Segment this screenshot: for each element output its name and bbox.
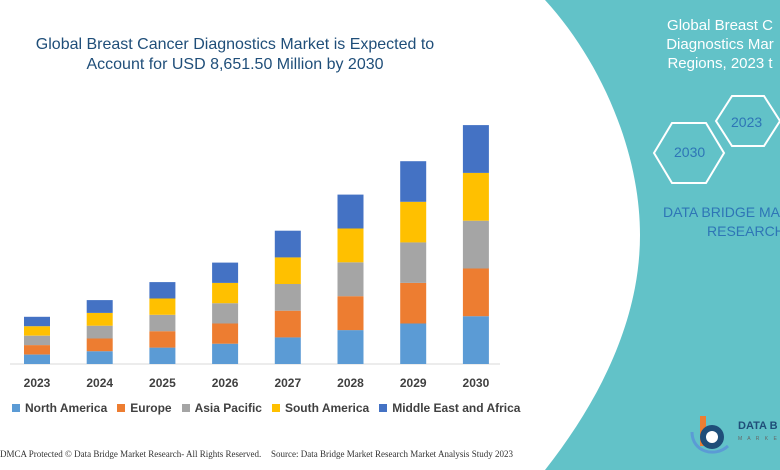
bar-segment-2027-middle-east-and-africa	[274, 230, 301, 258]
hexagon-label-2023: 2023	[731, 114, 763, 130]
bar-segment-2023-south-america	[24, 326, 50, 336]
chart-title-line-1: Global Breast Cancer Diagnostics Market …	[35, 36, 435, 53]
bar-segment-2029-south-america	[400, 201, 427, 243]
legend-item-middle-east-and-africa: Middle East and Africa	[379, 401, 520, 415]
hexagon-2030	[652, 122, 726, 184]
x-tick-label-2029: 2029	[400, 376, 427, 390]
bar-segment-2028-north-america	[337, 330, 364, 364]
bar-segment-2023-middle-east-and-africa	[24, 316, 50, 327]
bar-segment-2029-europe	[400, 282, 427, 324]
legend-item-north-america: North America	[12, 401, 107, 415]
bar-segment-2029-middle-east-and-africa	[400, 161, 427, 202]
legend-label: South America	[284, 401, 370, 415]
bar-segment-2024-north-america	[86, 351, 113, 364]
legend-swatch	[181, 404, 190, 412]
x-tick-label-2025: 2025	[149, 376, 176, 390]
side-title-line-3: Regions, 2023 t	[667, 55, 773, 72]
bar-segment-2026-middle-east-and-africa	[212, 262, 239, 283]
side-brand-line-2: RESEARCH	[707, 223, 780, 239]
footer-source: Source: Data Bridge Market Research Mark…	[271, 449, 513, 459]
logo-subtext: M A R K E	[738, 436, 779, 442]
bar-segment-2027-europe	[274, 310, 301, 338]
bar-segment-2025-europe	[149, 331, 176, 348]
bar-segment-2025-north-america	[149, 347, 176, 364]
bar-segment-2026-north-america	[212, 343, 239, 364]
bar-segment-2026-south-america	[212, 282, 239, 304]
bar-segment-2023-north-america	[24, 354, 50, 364]
legend-swatch	[12, 404, 20, 412]
bar-segment-2030-europe	[462, 268, 489, 317]
legend-label: North America	[25, 401, 108, 415]
bar-segment-2024-middle-east-and-africa	[86, 300, 113, 313]
footer-copyright: DMCA Protected © Data Bridge Market Rese…	[0, 449, 262, 459]
x-tick-label-2023: 2023	[24, 376, 51, 390]
x-tick-label-2030: 2030	[463, 376, 490, 390]
bar-segment-2028-middle-east-and-africa	[337, 194, 364, 229]
side-title-line-2: Diagnostics Mar	[666, 36, 774, 53]
legend-swatch	[379, 404, 388, 412]
bar-segment-2028-europe	[337, 296, 364, 331]
bar-segment-2025-asia-pacific	[149, 314, 176, 332]
chart-title: Global Breast Cancer Diagnostics Market …	[20, 35, 450, 75]
bar-segment-2025-middle-east-and-africa	[149, 282, 176, 299]
data-bridge-logo-icon	[690, 416, 730, 454]
logo-wordmark: DATA B	[738, 420, 778, 432]
bar-segment-2026-asia-pacific	[212, 303, 239, 324]
chart-bars	[24, 125, 489, 364]
x-tick-label-2028: 2028	[337, 376, 364, 390]
legend-swatch	[117, 404, 126, 412]
legend-label: Europe	[130, 401, 172, 415]
hexagon-2023	[714, 95, 780, 147]
side-brand-line-1: DATA BRIDGE MA	[663, 204, 780, 220]
legend-item-europe: Europe	[117, 401, 172, 415]
bar-segment-2030-south-america	[462, 172, 489, 221]
chart-legend: North America Europe Asia Pacific South Ame…	[12, 401, 520, 415]
chart-title-line-2: Account for USD 8,651.50 Million by 2030	[86, 56, 384, 73]
x-tick-label-2027: 2027	[274, 376, 301, 390]
bar-segment-2024-europe	[86, 338, 113, 352]
side-panel-title: Global Breast C Diagnostics Mar Regions,…	[640, 16, 780, 73]
bar-segment-2024-asia-pacific	[86, 325, 113, 339]
bar-segment-2027-north-america	[274, 337, 301, 364]
bar-segment-2024-south-america	[86, 312, 113, 326]
bar-segment-2026-europe	[212, 323, 239, 344]
legend-label: Asia Pacific	[194, 401, 262, 415]
legend-item-asia-pacific: Asia Pacific	[181, 401, 262, 415]
bar-segment-2028-asia-pacific	[337, 262, 364, 297]
x-tick-label-2026: 2026	[212, 376, 239, 390]
legend-swatch	[271, 404, 280, 412]
side-panel	[545, 0, 780, 470]
bar-segment-2030-north-america	[462, 316, 489, 364]
legend-label: Middle East and Africa	[392, 401, 521, 415]
bar-segment-2023-asia-pacific	[24, 335, 50, 346]
bar-segment-2023-europe	[24, 345, 50, 355]
legend-item-south-america: South America	[271, 401, 370, 415]
x-axis-ticks: 2023 2024 2025 2026 2027 2028 2029 2030	[24, 376, 490, 390]
bar-segment-2029-asia-pacific	[400, 242, 427, 283]
bar-segment-2028-south-america	[337, 228, 364, 263]
x-tick-label-2024: 2024	[86, 376, 113, 390]
side-title-line-1: Global Breast C	[667, 17, 773, 34]
bar-segment-2030-middle-east-and-africa	[462, 125, 489, 173]
hexagon-label-2030: 2030	[674, 144, 706, 160]
bar-segment-2025-south-america	[149, 298, 176, 315]
bar-segment-2027-asia-pacific	[274, 284, 301, 311]
bar-segment-2029-north-america	[400, 323, 427, 364]
bar-segment-2027-south-america	[274, 257, 301, 284]
bar-segment-2030-asia-pacific	[462, 220, 489, 269]
